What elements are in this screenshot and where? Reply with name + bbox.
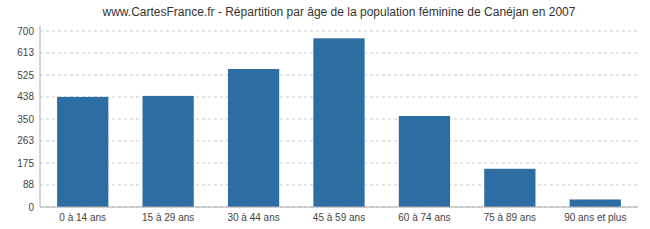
y-tick-label: 175 — [17, 158, 34, 169]
y-tick-label: 88 — [23, 179, 35, 190]
bar — [57, 97, 108, 207]
chart-svg: www.CartesFrance.fr - Répartition par âg… — [0, 0, 650, 229]
x-tick-label: 60 à 74 ans — [398, 212, 450, 223]
bar — [484, 169, 535, 207]
grid-line — [40, 31, 638, 32]
chart-container: www.CartesFrance.fr - Répartition par âg… — [0, 0, 650, 229]
y-tick-label: 350 — [17, 114, 34, 125]
y-tick-label: 438 — [17, 91, 34, 102]
y-axis-line — [40, 26, 41, 207]
y-tick-label: 613 — [17, 47, 34, 58]
bar — [143, 96, 194, 207]
x-tick-label: 45 à 59 ans — [313, 212, 365, 223]
grid-line — [40, 207, 638, 208]
bar — [399, 116, 450, 207]
y-tick-label: 525 — [17, 70, 34, 81]
chart-title: www.CartesFrance.fr - Répartition par âg… — [102, 5, 576, 19]
bar — [228, 69, 279, 207]
x-tick-label: 15 à 29 ans — [142, 212, 194, 223]
x-tick-label: 30 à 44 ans — [227, 212, 279, 223]
grid — [40, 31, 638, 207]
bar — [570, 199, 621, 207]
y-tick-label: 263 — [17, 135, 34, 146]
bars — [57, 38, 621, 207]
y-tick-label: 0 — [28, 202, 34, 213]
x-tick-label: 90 ans et plus — [564, 212, 626, 223]
x-axis: 0 à 14 ans 15 à 29 ans 30 à 44 ans 45 à 59 … — [40, 207, 638, 223]
y-tick-label: 700 — [17, 26, 34, 37]
x-axis-line — [40, 207, 638, 208]
x-tick-label: 75 à 89 ans — [484, 212, 536, 223]
y-axis: 0 88 175 263 350 438 525 613 700 — [17, 26, 40, 213]
bar — [313, 38, 364, 207]
x-tick-label: 0 à 14 ans — [59, 212, 106, 223]
